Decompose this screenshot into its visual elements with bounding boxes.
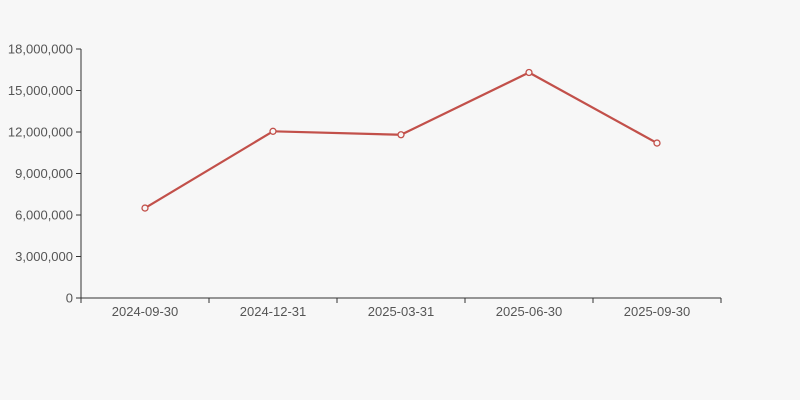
y-axis-tick-label: 18,000,000 (8, 42, 73, 57)
x-axis-category-label: 2025-06-30 (496, 304, 563, 319)
data-point-marker[interactable] (397, 131, 405, 139)
y-axis-tick-label: 9,000,000 (15, 166, 73, 181)
data-point-marker[interactable] (141, 204, 149, 212)
y-axis-tick-label: 3,000,000 (15, 249, 73, 264)
data-point-marker[interactable] (525, 68, 533, 77)
data-point-marker[interactable] (269, 127, 277, 135)
y-axis-tick-label: 0 (66, 291, 73, 306)
series-line (143, 71, 659, 210)
x-axis-category-label: 2024-12-31 (240, 304, 307, 319)
y-axis-tick-label: 6,000,000 (15, 208, 73, 223)
y-axis-tick-label: 15,000,000 (8, 83, 73, 98)
data-point-marker[interactable] (653, 139, 661, 147)
x-axis-category-label: 2025-09-30 (624, 304, 691, 319)
x-axis-category-label: 2025-03-31 (368, 304, 435, 319)
x-axis-category-label: 2024-09-30 (112, 304, 179, 319)
y-axis-tick-label: 12,000,000 (8, 125, 73, 140)
